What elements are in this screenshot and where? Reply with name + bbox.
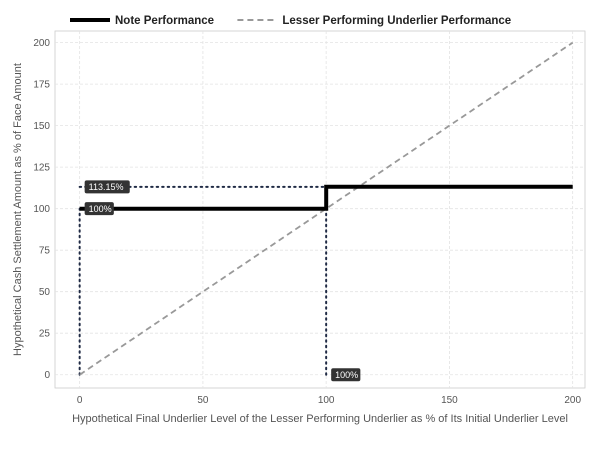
annotation-box xyxy=(331,368,361,382)
x-tick-label: 150 xyxy=(441,395,458,406)
annotation-box xyxy=(84,202,114,216)
annotation-text: 113.15% xyxy=(89,182,124,192)
x-tick-label: 200 xyxy=(564,395,581,406)
note-performance-line xyxy=(79,184,573,211)
annotation-text: 100% xyxy=(335,370,358,380)
y-tick-label: 150 xyxy=(33,121,50,132)
x-tick-label: 0 xyxy=(77,395,83,406)
y-axis: 0 25 50 75 100 125 150 175 200 xyxy=(33,38,50,381)
legend-label: Lesser Performing Underlier Performance xyxy=(282,15,511,27)
y-tick-label: 200 xyxy=(33,38,50,49)
y-tick-label: 175 xyxy=(33,80,50,91)
x-axis-title: Hypothetical Final Underlier Level of th… xyxy=(72,413,568,425)
legend-item: Note Performance xyxy=(70,15,214,27)
annotation-box xyxy=(84,180,130,194)
y-tick-label: 50 xyxy=(39,287,51,298)
y-tick-label: 25 xyxy=(39,329,51,340)
annotation-label: 113.15% xyxy=(84,180,130,194)
x-axis: 0 50 100 150 200 xyxy=(77,395,582,406)
x-tick-label: 100 xyxy=(318,395,335,406)
y-tick-label: 75 xyxy=(39,246,51,257)
annotations: 113.15% 100% 100% xyxy=(84,180,361,382)
legend-item: Lesser Performing Underlier Performance xyxy=(237,15,511,27)
legend-label: Note Performance xyxy=(115,15,214,27)
y-tick-label: 0 xyxy=(44,370,50,381)
annotation-label: 100% xyxy=(331,368,361,382)
y-axis-title: Hypothetical Cash Settlement Amount as %… xyxy=(12,63,24,356)
x-tick-label: 50 xyxy=(197,395,209,406)
legend: Note Performance Lesser Performing Underl… xyxy=(70,15,511,27)
y-tick-label: 125 xyxy=(33,163,50,174)
underlier-performance-line xyxy=(79,41,574,376)
annotation-text: 100% xyxy=(89,204,112,214)
y-tick-label: 100 xyxy=(33,204,50,215)
annotation-label: 100% xyxy=(84,202,114,216)
reference-lines xyxy=(78,185,328,376)
series-lines xyxy=(79,41,574,376)
